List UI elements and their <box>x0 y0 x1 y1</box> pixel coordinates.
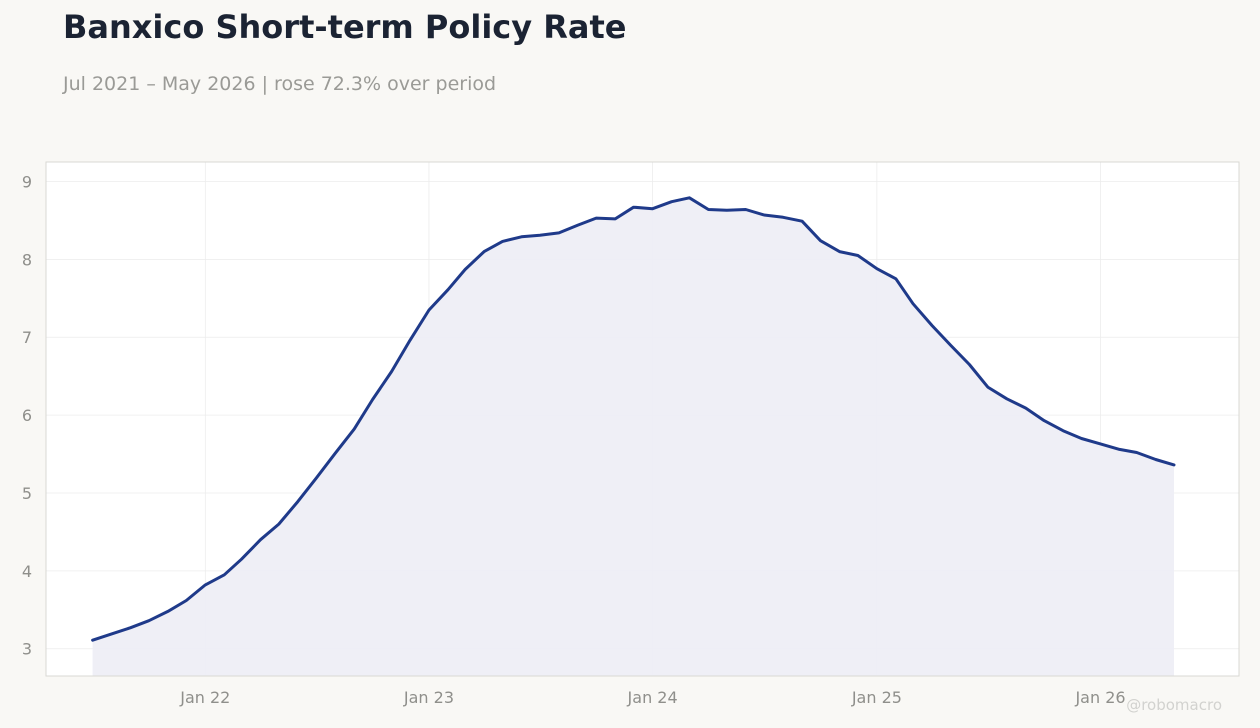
area-fill <box>92 197 1175 677</box>
x-tick-label: Jan 26 <box>1074 688 1125 707</box>
y-tick-label: 9 <box>22 172 32 191</box>
y-tick-label: 7 <box>22 328 32 347</box>
chart-subtitle: Jul 2021 – May 2026 | rose 72.3% over pe… <box>63 73 497 95</box>
y-tick-label: 4 <box>22 562 32 581</box>
y-tick-label: 3 <box>22 640 32 659</box>
y-tick-label: 5 <box>22 484 32 503</box>
x-axis: Jan 22 Jan 23 Jan 24 Jan 25 Jan 26 <box>179 688 1125 707</box>
chart-title: Banxico Short-term Policy Rate <box>63 8 627 46</box>
x-tick-label: Jan 22 <box>179 688 230 707</box>
y-tick-label: 6 <box>22 406 32 425</box>
x-tick-label: Jan 23 <box>403 688 454 707</box>
x-tick-label: Jan 25 <box>851 688 902 707</box>
y-axis: 3 4 5 6 7 8 9 <box>22 172 32 658</box>
plot-frame <box>45 161 1240 677</box>
series-line <box>91 196 1176 642</box>
watermark: @robomacro <box>1126 696 1222 714</box>
y-tick-label: 8 <box>22 250 32 269</box>
x-tick-label: Jan 24 <box>627 688 678 707</box>
